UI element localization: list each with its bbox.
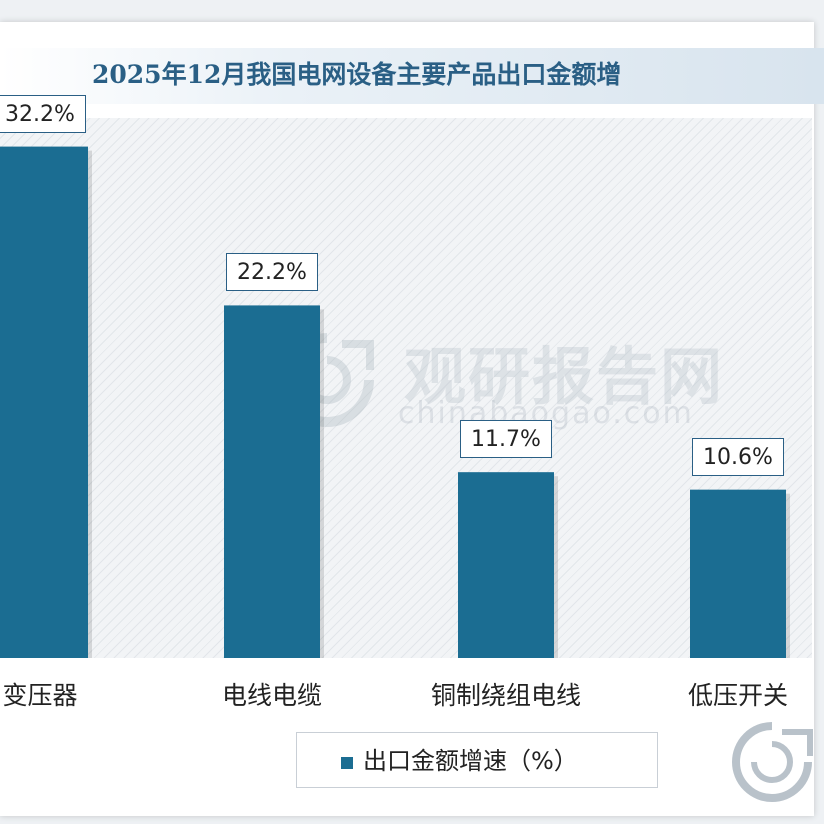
watermark-brand: 观研报告网 [404, 340, 725, 413]
category-label: 电线电缆 [221, 681, 323, 710]
plot-area [0, 118, 812, 658]
bar-4 [690, 489, 786, 658]
data-label: 22.2% [226, 253, 318, 292]
legend-swatch [341, 757, 353, 769]
data-label: 11.7% [460, 420, 552, 459]
chart-title: 2025年12月我国电网设备主要产品出口金额增 [92, 60, 622, 89]
bar-1 [0, 146, 88, 658]
bar-2 [224, 305, 320, 658]
corner-logo-icon [732, 722, 813, 802]
data-label: 10.6% [692, 437, 784, 476]
title-band [0, 48, 824, 104]
category-label: 变压器 [2, 681, 78, 710]
data-label: 32.2% [0, 94, 86, 133]
legend-label: 出口金额增速（%） [363, 747, 578, 775]
category-label: 低压开关 [687, 681, 789, 710]
category-label: 铜制绕组电线 [430, 681, 582, 710]
legend: 出口金额增速（%） [296, 732, 658, 788]
bar-3 [458, 472, 554, 658]
